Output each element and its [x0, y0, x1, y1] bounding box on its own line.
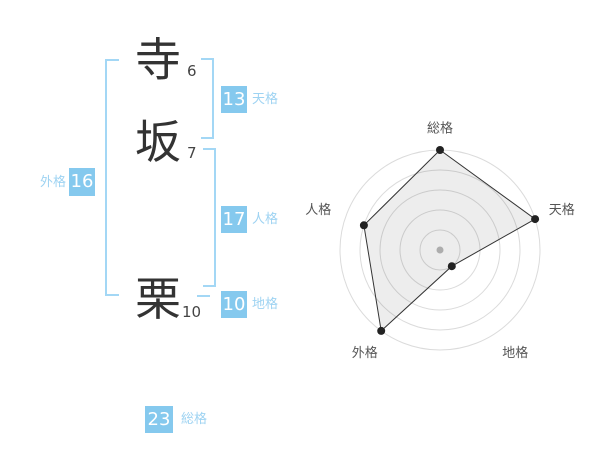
- tenkaku-value-box: 13: [221, 86, 247, 113]
- stroke-count-1: 6: [187, 62, 197, 80]
- gaikaku-value-box: 16: [69, 168, 95, 196]
- chikaku-label: 地格: [252, 297, 279, 312]
- stroke-count-3: 10: [182, 303, 202, 321]
- jinkaku-value-box: 17: [221, 206, 247, 233]
- jinkaku-label: 人格: [252, 212, 279, 227]
- chikaku-tick: [197, 295, 210, 297]
- radar-axis-label: 人格: [305, 202, 331, 218]
- gaikaku-label: 外格: [39, 175, 66, 190]
- chikaku-value-box: 10: [221, 291, 247, 318]
- radar-vertex-dot: [359, 221, 368, 230]
- tenkaku-label: 天格: [252, 92, 279, 107]
- radar-grid-ring: [359, 169, 521, 331]
- stroke-count-2: 7: [187, 144, 197, 162]
- gaikaku-bracket: [105, 59, 119, 296]
- name-char-1: 寺: [135, 33, 181, 87]
- radar-vertex-dot: [436, 146, 444, 154]
- radar-grid-ring: [379, 189, 501, 311]
- radar-axis-label: 総格: [427, 121, 453, 137]
- name-char-3: 栗: [135, 272, 181, 326]
- radar-chart: 総格天格地格 外格 人格: [290, 100, 600, 380]
- radar-axis-label: 外格: [352, 345, 378, 361]
- radar-axis-label: 天格: [549, 202, 575, 218]
- soukaku-label: 総格: [181, 412, 208, 427]
- jinkaku-bracket: [203, 148, 216, 287]
- soukaku-value-box: 23: [145, 406, 173, 433]
- tenkaku-bracket: [201, 58, 214, 139]
- radar-data-polygon: [363, 149, 537, 332]
- radar-vertex-dot: [531, 215, 540, 224]
- radar-axis-label: 地格: [502, 345, 528, 361]
- name-char-2: 坂: [135, 115, 181, 169]
- radar-vertex-dot: [447, 262, 456, 271]
- radar-vertex-dot: [377, 326, 386, 335]
- radar-center-dot: [436, 246, 444, 254]
- radar-grid-ring: [419, 229, 461, 271]
